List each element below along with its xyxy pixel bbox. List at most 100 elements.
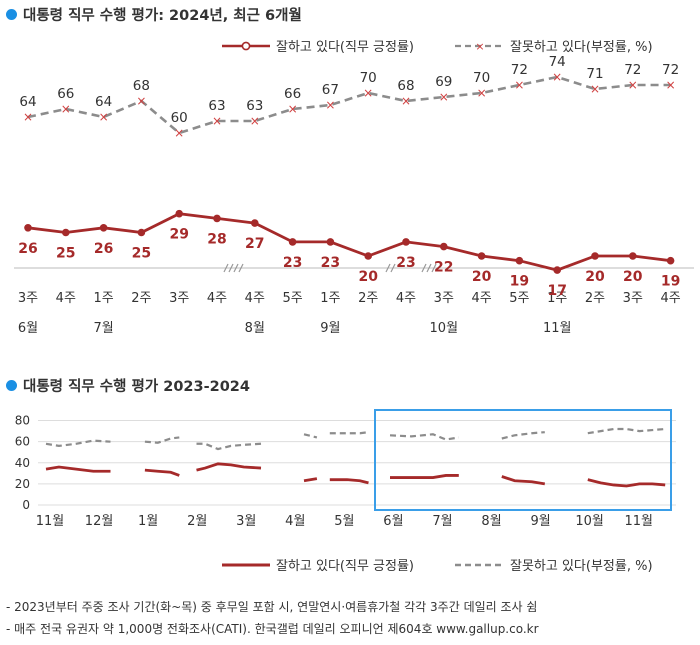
footnote-2: - 매주 전국 유권자 약 1,000명 전화조사(CATI). 한국갤럽 데일…	[6, 622, 539, 636]
negative-series-segment	[389, 433, 459, 441]
positive-point-marker	[288, 238, 297, 246]
positive-point-marker	[591, 252, 599, 260]
chart-1-svg: 잘하고 있다(직무 긍정률) × 잘못하고 있다(부정률, %) 3주 4주 1주 2주 3주…	[14, 40, 694, 336]
negative-data-label: 63	[246, 98, 263, 114]
footnote-1: - 2023년부터 주중 조사 기간(화~목) 중 후무일 포함 시, 연말연시…	[6, 600, 538, 614]
axis-break-mark	[233, 263, 239, 273]
x-tick-label: 4월	[285, 514, 305, 529]
month-label: 6월	[18, 321, 38, 336]
negative-data-label: 71	[586, 66, 603, 82]
negative-data-label: 72	[662, 62, 679, 78]
positive-series-segment	[303, 477, 318, 483]
negative-data-label: 66	[284, 86, 301, 102]
positive-point-marker	[440, 242, 448, 251]
y-tick-label: 80	[15, 414, 30, 428]
positive-point-marker	[666, 256, 675, 265]
x-tick-label: 4주	[245, 291, 265, 306]
axis-break-mark	[385, 263, 391, 273]
month-label: 11월	[543, 321, 572, 336]
chart-1-title: 대통령 직무 수행 평가: 2024년, 최근 6개월	[6, 4, 302, 25]
highlight-box	[374, 409, 672, 511]
negative-point-marker: ×	[250, 114, 260, 128]
x-tick-label: 8월	[481, 514, 501, 529]
negative-point-marker: ×	[136, 94, 146, 108]
negative-point-marker: ×	[439, 90, 449, 104]
positive-data-label: 22	[434, 260, 453, 276]
positive-point-marker	[477, 252, 486, 260]
x-tick-label: 3주	[18, 291, 38, 306]
negative-data-label: 72	[511, 62, 528, 78]
axis-break-mark	[238, 263, 244, 273]
y-tick-label: 40	[15, 456, 30, 470]
x-tick-label: 3주	[434, 291, 454, 306]
positive-point-marker	[553, 266, 561, 274]
x-tick-label: 11월	[624, 514, 653, 529]
legend-positive-marker	[241, 41, 251, 51]
negative-series-segment	[196, 442, 262, 451]
x-tick-label: 2월	[187, 514, 207, 529]
x-tick-label: 6월	[383, 514, 403, 529]
negative-data-label: 64	[95, 94, 112, 110]
positive-data-label: 23	[321, 255, 340, 271]
positive-point-marker	[515, 256, 524, 265]
x-tick-label: 12월	[85, 514, 114, 529]
negative-data-label: 69	[435, 74, 452, 90]
axis-break-mark	[426, 263, 432, 273]
y-tick-label: 60	[15, 435, 30, 449]
negative-point-marker: ×	[666, 78, 676, 92]
positive-point-marker	[629, 252, 637, 260]
x-tick-label: 1주	[547, 291, 567, 306]
x-tick-label: 7월	[432, 514, 452, 529]
negative-data-label: 66	[57, 86, 74, 102]
y-tick-label: 0	[22, 498, 30, 512]
negative-point-marker: ×	[590, 82, 600, 96]
x-tick-label: 3주	[169, 291, 189, 306]
positive-series-segment	[196, 462, 262, 472]
y-tick-label: 20	[15, 477, 30, 491]
axis-break-mark	[228, 263, 234, 273]
positive-point-marker	[251, 219, 259, 227]
positive-data-label: 29	[169, 227, 188, 243]
month-label: 7월	[93, 321, 113, 336]
axis-break-mark	[390, 263, 396, 273]
negative-data-label: 60	[171, 110, 188, 126]
negative-series-segment	[501, 431, 545, 440]
negative-point-marker: ×	[325, 98, 335, 112]
positive-data-label: 23	[283, 255, 302, 271]
negative-point-marker: ×	[288, 102, 298, 116]
chart-2-title-text: 대통령 직무 수행 평가 2023-2024	[23, 379, 250, 395]
positive-point-marker	[24, 224, 32, 232]
positive-data-label: 19	[661, 274, 680, 290]
negative-point-marker: ×	[174, 126, 184, 140]
bullet-dot-icon	[6, 9, 17, 20]
negative-series-segment	[587, 427, 666, 435]
x-tick-label: 5주	[509, 291, 529, 306]
positive-series-segment	[144, 468, 180, 477]
negative-series-segment	[45, 439, 111, 447]
negative-data-label: 64	[19, 94, 36, 110]
positive-point-marker	[326, 238, 335, 246]
negative-data-label: 68	[397, 78, 414, 94]
positive-data-label: 25	[132, 246, 151, 262]
chart-2-title: 대통령 직무 수행 평가 2023-2024	[6, 375, 250, 396]
chart-1-title-text: 대통령 직무 수행 평가: 2024년, 최근 6개월	[23, 8, 302, 24]
negative-series-segment	[329, 431, 369, 435]
negative-point-marker: ×	[552, 70, 562, 84]
x-tick-label: 2주	[131, 291, 151, 306]
month-label: 9월	[320, 321, 340, 336]
x-tick-label: 1주	[93, 291, 113, 306]
positive-series-segment	[587, 478, 666, 488]
negative-data-label: 68	[133, 78, 150, 94]
positive-data-label: 20	[472, 269, 492, 285]
axis-break-mark	[223, 263, 229, 273]
positive-point-marker	[62, 228, 70, 237]
positive-series-segment	[501, 475, 546, 486]
x-tick-label: 4주	[56, 291, 76, 306]
positive-data-label: 27	[245, 236, 264, 252]
negative-data-label: 70	[473, 70, 490, 86]
negative-point-marker: ×	[23, 110, 33, 124]
positive-data-label: 19	[510, 274, 529, 290]
x-tick-label: 10월	[575, 514, 604, 529]
legend-negative-marker: ×	[475, 40, 484, 53]
negative-point-marker: ×	[477, 86, 487, 100]
